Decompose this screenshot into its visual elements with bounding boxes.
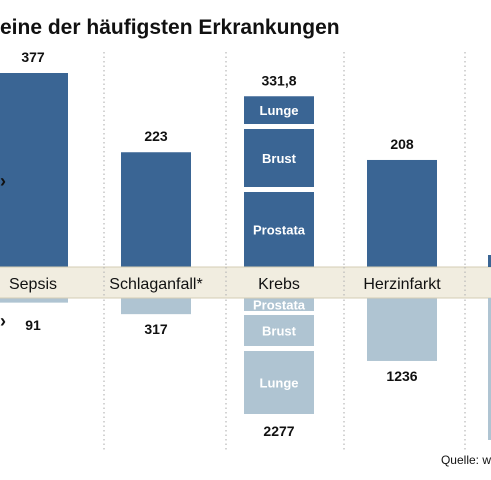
value-label-lower-sepsis: 91: [25, 317, 41, 333]
bar-upper-cut-off: [488, 255, 491, 267]
segment-label-lower-prostata: Prostata: [253, 298, 306, 313]
category-label-sepsis: Sepsis: [9, 276, 57, 293]
value-label-lower-schlaganfall: 317: [144, 321, 168, 337]
bar-lower-herzinfarkt: [367, 298, 437, 361]
source-note: Quelle: w: [440, 453, 491, 467]
value-label-lower-herzinfarkt: 1236: [386, 368, 417, 384]
segment-label-lower-brust: Brust: [262, 324, 297, 339]
chart-title: eine der häufigsten Erkrankungen: [0, 16, 340, 39]
value-label-upper-schlaganfall: 223: [144, 128, 168, 144]
value-label-upper-krebs: 331,8: [261, 72, 296, 88]
segment-label-upper-prostata: Prostata: [253, 223, 306, 238]
bar-upper-krebs-brust: [244, 129, 314, 187]
segment-label-upper-lunge: Lunge: [260, 103, 299, 118]
category-label-herzinfarkt: Herzinfarkt: [363, 276, 441, 293]
value-label-upper-sepsis: 377: [21, 49, 45, 65]
bar-lower-cut-off: [488, 298, 491, 440]
value-label-upper-herzinfarkt: 208: [390, 136, 414, 152]
bar-upper-krebs-lunge: [244, 96, 314, 124]
bar-upper-krebs-prostata: [244, 192, 314, 267]
bar-upper-herzinfarkt: [367, 159, 437, 267]
bar-lower-krebs-lunge: [244, 351, 314, 414]
segment-label-upper-brust: Brust: [262, 151, 297, 166]
value-label-lower-krebs: 2277: [263, 423, 294, 439]
category-band: [0, 266, 491, 299]
segment-label-lower-lunge: Lunge: [260, 376, 299, 391]
bar-lower-sepsis: [0, 298, 68, 303]
arrow-marker-lower: ›: [0, 311, 6, 331]
category-label-schlaganfall: Schlaganfall*: [109, 276, 202, 293]
arrow-marker-upper: ›: [0, 171, 6, 191]
bar-lower-krebs-brust: [244, 315, 314, 346]
bar-upper-schlaganfall: [121, 152, 191, 267]
bar-upper-sepsis: [0, 73, 68, 267]
bar-lower-schlaganfall: [121, 298, 191, 315]
category-label-krebs: Krebs: [258, 276, 300, 293]
bar-lower-krebs-prostata: [244, 298, 314, 311]
